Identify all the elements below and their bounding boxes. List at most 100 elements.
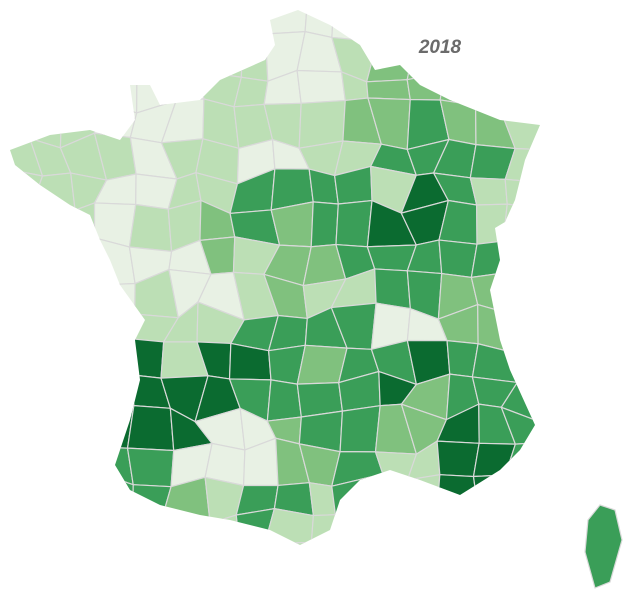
department (10, 250, 33, 276)
department (510, 271, 540, 316)
department (67, 303, 96, 354)
department (126, 404, 175, 452)
department (546, 243, 579, 279)
department (65, 237, 108, 286)
department (162, 540, 210, 545)
department (30, 206, 76, 252)
department (10, 507, 39, 545)
department (470, 240, 512, 279)
department (332, 507, 381, 545)
department (29, 476, 75, 510)
department (10, 202, 33, 252)
department (468, 37, 518, 80)
department (128, 203, 173, 253)
department (235, 507, 276, 545)
department (132, 484, 172, 518)
department (536, 474, 540, 521)
department (444, 541, 481, 545)
department (548, 209, 578, 248)
department (59, 508, 96, 545)
department (64, 10, 96, 48)
department (10, 10, 29, 45)
department (534, 31, 540, 78)
department (435, 519, 481, 544)
department (369, 550, 417, 577)
department (59, 474, 108, 518)
department (502, 203, 540, 249)
department (534, 268, 540, 309)
department (10, 471, 39, 510)
department (472, 474, 509, 523)
department (93, 282, 136, 315)
department (508, 33, 540, 70)
department (68, 539, 108, 545)
department (26, 35, 77, 83)
department (365, 507, 412, 545)
mainland (0, 10, 585, 591)
department (93, 97, 138, 139)
department (473, 541, 513, 545)
department (539, 403, 540, 456)
department (472, 442, 517, 478)
department (302, 541, 344, 545)
department (95, 551, 145, 580)
department (508, 305, 538, 353)
department (543, 540, 573, 591)
department (438, 239, 478, 279)
department (536, 339, 540, 386)
department (468, 67, 519, 113)
department (127, 337, 165, 379)
department (161, 516, 211, 545)
department (62, 445, 108, 491)
map-title: 2018 (418, 37, 462, 58)
department (28, 78, 77, 115)
department (93, 10, 139, 48)
department (27, 344, 70, 384)
department (64, 35, 108, 81)
department (502, 240, 540, 281)
department (508, 10, 540, 39)
department (130, 10, 171, 47)
department (10, 77, 42, 115)
department (500, 66, 540, 113)
department (93, 306, 136, 344)
department (365, 473, 412, 519)
department (32, 539, 78, 545)
department (266, 379, 302, 422)
department (264, 10, 308, 35)
department (126, 447, 175, 488)
department (534, 305, 540, 346)
department (201, 544, 242, 545)
department (331, 10, 383, 43)
department (60, 370, 108, 417)
department (93, 45, 138, 77)
department (469, 177, 508, 206)
department (10, 35, 42, 83)
department (473, 10, 514, 46)
department (545, 519, 585, 551)
department (25, 240, 75, 286)
department (406, 71, 445, 101)
department (10, 112, 31, 145)
department (476, 203, 508, 245)
department (94, 514, 146, 545)
department (406, 473, 441, 521)
department (539, 172, 540, 212)
department (504, 474, 540, 521)
department (34, 414, 66, 448)
department (471, 343, 519, 384)
department (264, 541, 313, 545)
department (240, 33, 269, 82)
department (0, 553, 38, 591)
department (93, 370, 135, 413)
department (310, 514, 337, 545)
department (131, 539, 167, 545)
department (93, 337, 135, 376)
department (36, 508, 78, 545)
department (374, 268, 412, 310)
department (60, 341, 108, 379)
department (406, 517, 447, 545)
department (198, 36, 244, 78)
department (365, 79, 411, 101)
department (165, 10, 208, 38)
